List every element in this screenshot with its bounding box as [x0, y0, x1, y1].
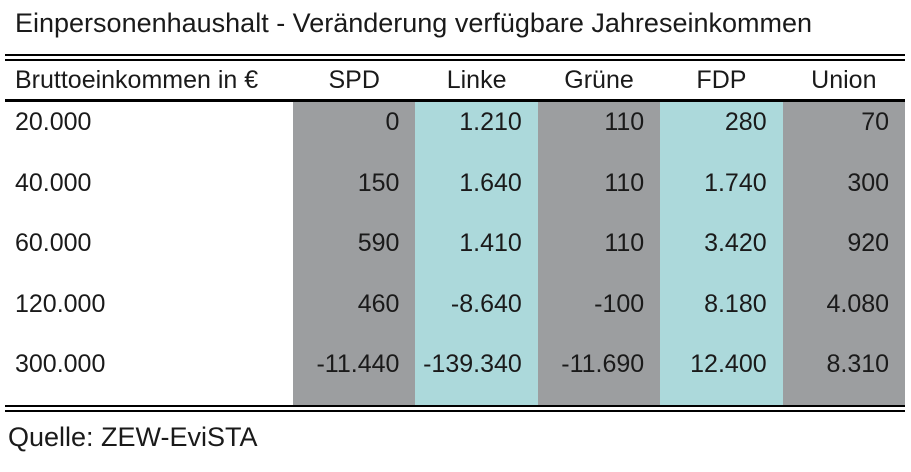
- table-header-row: Bruttoeinkommen in € SPD Linke Grüne FDP…: [5, 61, 905, 99]
- value-cell-gruene: -11.690: [537, 344, 661, 405]
- income-table: Bruttoeinkommen in € SPD Linke Grüne FDP…: [5, 54, 906, 412]
- value-cell-linke: 1.640: [415, 162, 538, 224]
- income-cell: 40.000: [15, 168, 92, 197]
- column-header-gruene: Grüne: [564, 65, 634, 94]
- page-title: Einpersonenhaushalt - Veränderung verfüg…: [15, 8, 813, 38]
- income-cell: 20.000: [15, 108, 92, 137]
- table-row: 20.000 0 1.210 110 280 70: [5, 102, 906, 163]
- value-cell-union: 70: [782, 102, 906, 163]
- income-cell: 300.000: [15, 350, 106, 379]
- value-cell-fdp: 1.740: [660, 162, 783, 224]
- value-cell-fdp: 12.400: [660, 344, 783, 405]
- value-cell-fdp: 280: [660, 102, 783, 163]
- column-header-spd: SPD: [328, 65, 380, 94]
- table-body: 20.000 0 1.210 110 280 70 40.000 150 1.640 110 1.7…: [5, 102, 906, 405]
- table-row: 60.000 590 1.410 110 3.420 920: [5, 223, 906, 284]
- column-header-union: Union: [811, 65, 877, 94]
- value-cell-union: 4.080: [782, 283, 906, 345]
- value-cell-spd: 0: [293, 102, 416, 163]
- column-header-linke: Linke: [446, 65, 507, 94]
- value-cell-linke: 1.410: [415, 223, 538, 284]
- table-row: 40.000 150 1.640 110 1.740 300: [5, 162, 906, 224]
- header-divider-rule: [5, 99, 905, 103]
- value-cell-spd: 460: [293, 283, 416, 345]
- value-cell-union: 920: [782, 223, 906, 284]
- value-cell-gruene: 110: [537, 102, 661, 163]
- income-cell: 120.000: [15, 289, 106, 318]
- column-header-fdp: FDP: [696, 65, 747, 94]
- source-note: Quelle: ZEW-EviSTA: [8, 421, 258, 452]
- column-header-income: Bruttoeinkommen in €: [15, 65, 259, 94]
- value-cell-union: 300: [782, 162, 906, 224]
- value-cell-spd: 150: [293, 162, 416, 224]
- value-cell-linke: -139.340: [415, 344, 538, 405]
- value-cell-linke: 1.210: [415, 102, 538, 163]
- value-cell-union: 8.310: [782, 344, 906, 405]
- table-top-rule: [5, 54, 905, 62]
- value-cell-fdp: 8.180: [660, 283, 783, 345]
- table-row: 300.000 -11.440 -139.340 -11.690 12.400 8.310: [5, 344, 906, 405]
- value-cell-gruene: 110: [537, 223, 661, 284]
- value-cell-gruene: 110: [537, 162, 661, 224]
- value-cell-fdp: 3.420: [660, 223, 783, 284]
- value-cell-spd: 590: [293, 223, 416, 284]
- value-cell-gruene: -100: [537, 283, 661, 345]
- table-bottom-rule: [5, 404, 905, 412]
- table-row: 120.000 460 -8.640 -100 8.180 4.080: [5, 283, 906, 345]
- value-cell-spd: -11.440: [293, 344, 416, 405]
- income-cell: 60.000: [15, 229, 92, 258]
- value-cell-linke: -8.640: [415, 283, 538, 345]
